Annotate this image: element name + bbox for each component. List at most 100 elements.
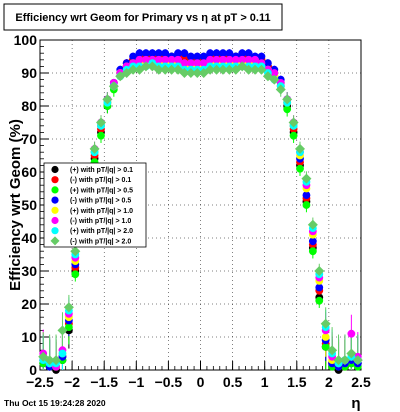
data-point	[199, 52, 208, 61]
data-point	[212, 55, 221, 64]
series-8	[38, 61, 363, 366]
data-point	[238, 55, 247, 64]
data-point	[161, 55, 170, 64]
data-point	[44, 355, 55, 366]
data-point	[308, 237, 317, 246]
data-point	[264, 59, 272, 67]
y-tick-label: 0	[29, 362, 37, 378]
data-point	[199, 59, 208, 67]
data-point	[244, 49, 253, 58]
legend-label: (-) with pT/|q| > 0.1	[70, 177, 131, 184]
y-tick-label: 10	[21, 329, 37, 345]
x-tick-label: 0.5	[223, 374, 243, 390]
data-point	[339, 355, 350, 366]
x-tick-label: 2.5	[351, 374, 371, 390]
x-tick-label: −1	[128, 374, 144, 390]
data-point	[161, 49, 170, 58]
legend-marker	[51, 216, 59, 225]
data-point	[347, 329, 356, 338]
data-point	[185, 68, 196, 78]
data-point	[135, 55, 144, 64]
data-point	[321, 343, 330, 351]
x-tick-label: 0	[197, 374, 205, 390]
data-point	[102, 94, 113, 105]
data-point	[154, 55, 163, 64]
chart-title: Efficiency wrt Geom for Primary vs η at …	[15, 12, 270, 24]
data-point	[180, 59, 189, 67]
chart-title-box: Efficiency wrt Geom for Primary vs η at …	[3, 3, 283, 31]
x-tick-label: 2	[325, 374, 333, 390]
data-point	[205, 64, 216, 75]
x-tick-labels: −2.5 −2 −1.5 −1 −0.5 0 0.5 1 1.5 2 2.5	[26, 374, 371, 390]
y-axis-title: Efficiency wrt Geom (%)	[7, 119, 24, 291]
data-point	[63, 302, 74, 313]
data-point	[128, 64, 139, 75]
data-point	[135, 49, 144, 58]
y-tick-label: 100	[14, 32, 38, 48]
data-point	[301, 173, 312, 184]
legend-marker	[51, 206, 59, 214]
legend-marker	[51, 165, 59, 174]
x-tick-label: −2	[64, 374, 80, 390]
legend-label: (+) with pT/|q| > 2.0	[70, 228, 133, 235]
data-point	[275, 84, 286, 95]
data-point	[193, 52, 202, 61]
data-point	[231, 55, 240, 64]
data-point	[307, 219, 318, 230]
data-point	[244, 55, 253, 64]
data-point	[142, 49, 150, 58]
legend-items: (+) with pT/|q| > 0.1 (-) with pT/|q| > 0…	[50, 165, 133, 246]
data-point	[288, 117, 299, 128]
x-axis-title: η	[351, 395, 360, 412]
data-point	[154, 49, 163, 58]
y-tick-label: 70	[21, 131, 37, 147]
data-point	[225, 49, 234, 58]
data-point	[225, 55, 234, 64]
y-tick-label: 80	[21, 98, 37, 114]
data-point	[57, 325, 68, 336]
data-point	[314, 266, 325, 276]
data-point	[174, 49, 182, 58]
legend-marker	[51, 176, 59, 184]
data-point	[167, 55, 176, 64]
data-point	[315, 296, 324, 305]
legend-label: (-) with pT/|q| > 2.0	[70, 238, 131, 245]
x-tick-label: −0.5	[155, 374, 183, 390]
data-point	[308, 247, 317, 256]
data-point	[270, 69, 279, 77]
data-point	[140, 61, 151, 72]
data-point	[97, 131, 105, 140]
data-point	[70, 246, 81, 257]
data-point	[217, 64, 228, 75]
legend-marker	[50, 236, 60, 246]
data-point	[160, 64, 171, 75]
data-point	[302, 191, 311, 200]
data-point	[289, 131, 298, 140]
data-point	[212, 49, 221, 58]
data-point	[296, 164, 304, 173]
data-point	[333, 355, 344, 366]
x-tick-label: −1.5	[90, 374, 118, 390]
legend: (+) with pT/|q| > 0.1 (-) with pT/|q| > 0…	[43, 162, 147, 248]
y-tick-labels: 0 10 20 30 40 50 60 70 80 90 100	[14, 32, 38, 378]
y-tick-label: 50	[21, 197, 37, 213]
data-point	[206, 55, 215, 64]
data-point	[142, 55, 150, 64]
data-point	[302, 201, 311, 209]
data-point	[166, 64, 177, 75]
data-point	[238, 49, 247, 58]
data-point	[219, 55, 227, 64]
x-tick-label: 1	[261, 374, 269, 390]
data-point	[95, 117, 106, 128]
data-point	[283, 105, 292, 114]
data-point	[89, 143, 100, 154]
data-point	[250, 64, 261, 75]
data-point	[71, 270, 80, 279]
legend-label: (+) with pT/|q| > 0.5	[70, 187, 133, 194]
x-tick-label: 1.5	[287, 374, 307, 390]
footer-date: Thu Oct 15 19:24:28 2020	[4, 398, 106, 408]
data-point	[352, 355, 363, 366]
data-point	[108, 81, 119, 92]
x-tick-label: −2.5	[26, 374, 54, 390]
